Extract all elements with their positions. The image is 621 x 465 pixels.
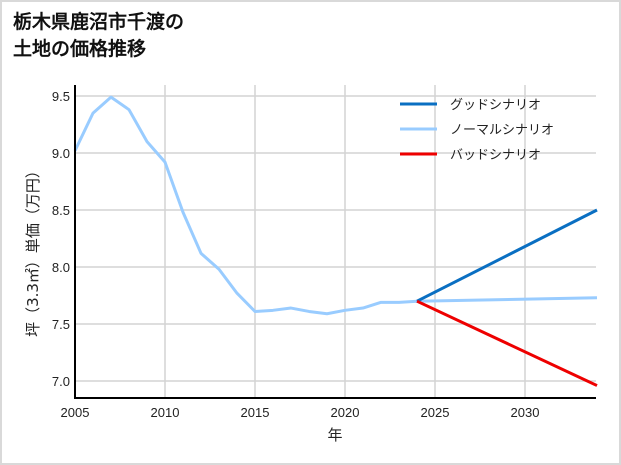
- y-tick-label: 7.0: [52, 374, 70, 389]
- grid-lines: [75, 85, 596, 398]
- x-tick-label: 2030: [511, 405, 540, 420]
- chart-title: 栃木県鹿沼市千渡の 土地の価格推移: [13, 9, 184, 63]
- chart-title-line-1: 栃木県鹿沼市千渡の: [13, 11, 185, 33]
- chart-title-line-2: 土地の価格推移: [13, 38, 147, 60]
- y-axis-label: 坪（3.3㎡）単価（万円）: [24, 163, 42, 337]
- legend-label: ノーマルシナリオ: [450, 123, 554, 138]
- y-tick-label: 7.5: [52, 317, 70, 332]
- y-tick-label: 8.0: [52, 260, 70, 275]
- x-tick-label: 2010: [151, 405, 180, 420]
- series-lines: [73, 95, 598, 387]
- series-line: [416, 208, 598, 303]
- x-tick-label: 2025: [421, 405, 450, 420]
- y-tick-label: 8.5: [52, 203, 70, 218]
- series-line: [416, 299, 598, 387]
- series-line: [73, 95, 598, 316]
- x-axis-ticks: 2005 2010 2015 2020 2025 2030: [61, 405, 540, 420]
- y-tick-label: 9.0: [52, 146, 70, 161]
- x-tick-label: 2015: [241, 405, 270, 420]
- x-tick-label: 2020: [331, 405, 360, 420]
- y-axis-ticks: 7.0 7.5 8.0 8.5 9.0 9.5: [52, 89, 70, 389]
- legend-label: グッドシナリオ: [450, 98, 541, 113]
- x-tick-label: 2005: [61, 405, 90, 420]
- axes: [74, 85, 596, 399]
- x-axis-label: 年: [327, 426, 342, 444]
- y-tick-label: 9.5: [52, 89, 70, 104]
- legend-label: バッドシナリオ: [450, 148, 541, 163]
